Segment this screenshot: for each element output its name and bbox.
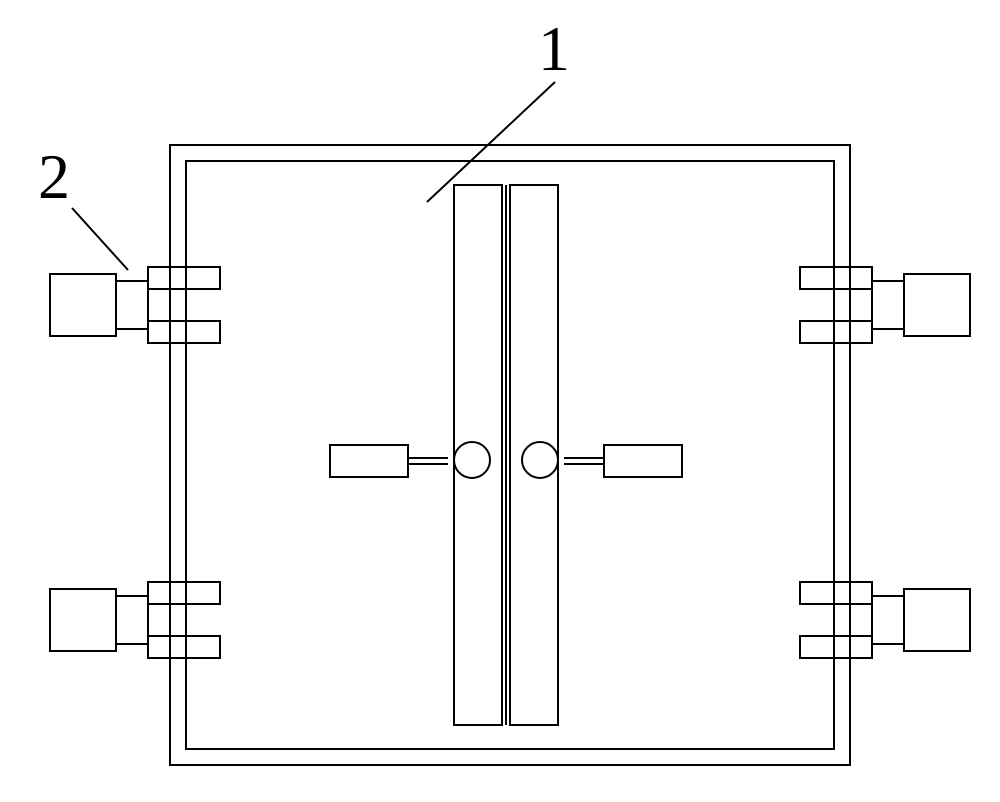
bracket-right-305-shaft (872, 281, 904, 329)
bracket-right-620-shaft (872, 596, 904, 644)
bracket-right-305-arm-bot (800, 321, 872, 343)
bracket-left-620-arm-top (148, 582, 220, 604)
bracket-right-620-box (904, 589, 970, 651)
bracket-left-620-shaft (116, 596, 148, 644)
leader-2 (72, 208, 128, 270)
bracket-left-620-arm-bot (148, 636, 220, 658)
bracket-right-305-arm-top (800, 267, 872, 289)
center-panel-right (510, 185, 558, 725)
mid-block-left (330, 445, 408, 477)
mid-block-right (604, 445, 682, 477)
knob-right (522, 442, 558, 478)
center-panel-left (454, 185, 502, 725)
knob-left (454, 442, 490, 478)
bracket-left-305-arm-bot (148, 321, 220, 343)
label-1: 1 (538, 13, 570, 84)
bracket-left-305-box (50, 274, 116, 336)
diagram-canvas: 12 (0, 0, 1000, 802)
bracket-left-620-box (50, 589, 116, 651)
bracket-left-305-arm-top (148, 267, 220, 289)
bracket-right-620-arm-bot (800, 636, 872, 658)
bracket-right-305-box (904, 274, 970, 336)
bracket-right-620-arm-top (800, 582, 872, 604)
label-2: 2 (38, 141, 70, 212)
bracket-left-305-shaft (116, 281, 148, 329)
